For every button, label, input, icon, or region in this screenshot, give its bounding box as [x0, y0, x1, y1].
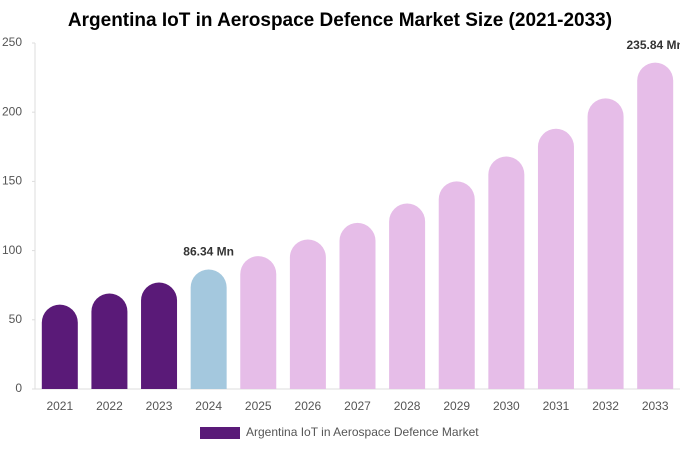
y-tick-label: 100	[2, 243, 22, 257]
bar	[41, 304, 78, 389]
y-tick-label: 200	[2, 104, 22, 118]
bar	[339, 222, 376, 389]
legend-label: Argentina IoT in Aerospace Defence Marke…	[246, 425, 479, 439]
x-tick-label: 2023	[146, 399, 173, 413]
bar	[190, 269, 227, 389]
bar	[587, 98, 624, 390]
chart-title: Argentina IoT in Aerospace Defence Marke…	[68, 10, 612, 31]
x-tick-label: 2029	[443, 399, 470, 413]
x-tick-label: 2031	[543, 399, 570, 413]
x-tick-label: 2026	[295, 399, 322, 413]
data-label: 235.84 Mn	[627, 38, 680, 52]
x-tick-label: 2033	[642, 399, 669, 413]
bar	[289, 239, 326, 389]
x-tick-label: 2028	[394, 399, 421, 413]
bar	[537, 128, 574, 390]
bar	[240, 256, 277, 389]
bar	[141, 282, 178, 389]
bar	[438, 181, 475, 389]
bar	[91, 293, 128, 389]
bar	[637, 62, 674, 390]
x-tick-label: 2030	[493, 399, 520, 413]
x-tick-label: 2032	[592, 399, 619, 413]
y-tick-label: 150	[2, 174, 22, 188]
x-tick-label: 2022	[96, 399, 123, 413]
x-tick-label: 2024	[195, 399, 222, 413]
bar	[488, 156, 525, 389]
data-label: 86.34 Mn	[183, 245, 234, 259]
y-tick-label: 50	[9, 312, 23, 326]
x-tick-label: 2025	[245, 399, 272, 413]
bar	[389, 203, 426, 389]
y-tick-label: 250	[2, 35, 22, 49]
x-tick-label: 2027	[344, 399, 371, 413]
legend-swatch	[200, 427, 240, 439]
y-tick-label: 0	[15, 381, 22, 395]
x-tick-label: 2021	[46, 399, 73, 413]
